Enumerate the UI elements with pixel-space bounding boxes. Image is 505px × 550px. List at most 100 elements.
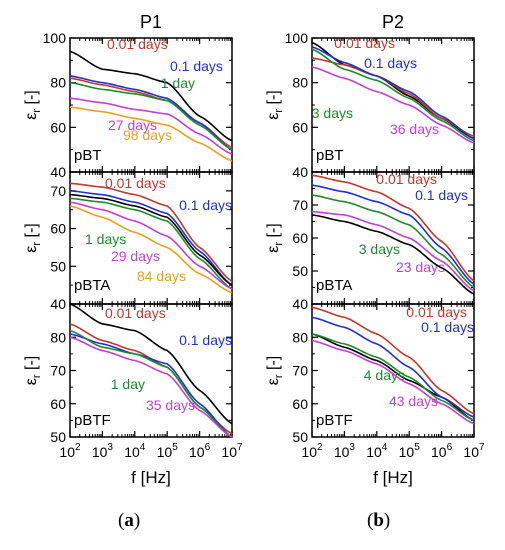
caption-b: (b) — [367, 510, 391, 531]
series-line-35-days — [69, 336, 233, 438]
y-tick-label: 70 — [50, 363, 66, 379]
series-line-reference — [69, 193, 233, 286]
series-line-3-days — [311, 194, 475, 289]
caption-a-letter: a — [124, 510, 134, 531]
series-line-27-days — [69, 97, 233, 155]
y-axis-label: εr [-] — [265, 356, 285, 385]
y-tick-label: 50 — [50, 429, 66, 445]
series-label: 84 days — [137, 268, 186, 284]
series-label: 0.01 days — [334, 35, 395, 51]
y-tick-label: 100 — [43, 30, 67, 46]
caption-b-letter: b — [373, 510, 384, 531]
y-tick-label: 60 — [50, 221, 66, 237]
x-tick-label: 106 — [189, 442, 211, 460]
series-line-98-days — [69, 106, 233, 162]
x-tick-label: 104 — [366, 442, 388, 460]
series-label: 0.01 days — [406, 304, 467, 320]
series-label: 1 days — [85, 231, 126, 247]
y-tick-label: 70 — [292, 197, 308, 213]
series-line-0-1-days — [69, 333, 233, 438]
series-line-0-1-days — [69, 75, 233, 151]
x-tick-label: 102 — [301, 442, 323, 460]
panel-p1-pbta: 40 50 60 70 εr [-] 0.01 days 0.1 days 1 days29 … — [23, 171, 233, 312]
y-tick-label: 80 — [50, 329, 66, 345]
y-tick-label: 60 — [292, 230, 308, 246]
series-line-3-days — [311, 48, 475, 142]
x-tick-label: 105 — [157, 442, 179, 460]
y-tick-label: 80 — [292, 329, 308, 345]
series-label: 23 days — [396, 259, 445, 275]
series-label: 0.01 days — [107, 36, 168, 52]
y-tick-label: 60 — [292, 119, 308, 135]
y-tick-label: 40 — [292, 164, 308, 180]
series-line-23-days — [311, 210, 475, 292]
x-tick-label: 107 — [463, 442, 485, 460]
series-label: 0.01 days — [376, 171, 437, 187]
series-line-0-1-days — [69, 190, 233, 286]
y-tick-label: 40 — [292, 296, 308, 312]
x-tick-label: 103 — [92, 442, 114, 460]
series-label: 1 day — [111, 376, 145, 392]
series-label: 1 day — [161, 75, 195, 91]
x-tick-label: 107 — [221, 442, 243, 460]
series-label: 4 days — [364, 367, 405, 383]
x-tick-label: 104 — [124, 442, 146, 460]
caption-a: (a) — [118, 510, 141, 531]
y-tick-label: 70 — [50, 183, 66, 199]
panel-p2-pbt: 40 60 80 100 εr [-] P2 0.01 days 0.1 days 3 days… — [265, 12, 475, 180]
x-axis-label: f [Hz] — [373, 468, 413, 487]
series-line-1-days — [69, 197, 233, 290]
y-tick-label: 40 — [50, 164, 66, 180]
y-axis-label: εr [-] — [265, 223, 285, 252]
series-label: 43 days — [389, 393, 438, 409]
series-line-29-days — [69, 201, 233, 290]
series-line-36-days — [311, 66, 475, 144]
series-label: 36 days — [390, 121, 439, 137]
y-tick-label: 50 — [50, 258, 66, 274]
y-axis-label: εr [-] — [265, 90, 285, 119]
y-tick-label: 60 — [292, 396, 308, 412]
panel-label: pBT — [316, 147, 344, 164]
series-line-43-days — [311, 339, 475, 425]
series-line-reference — [69, 303, 233, 425]
series-label: 3 days — [312, 105, 353, 121]
series-label: 0.1 days — [170, 58, 223, 74]
panel-label: pBTA — [74, 277, 110, 294]
x-tick-label: 103 — [334, 442, 356, 460]
series-label: 3 days — [359, 241, 400, 257]
series-line-0-01-days — [311, 57, 475, 138]
series-label: 0.1 days — [364, 55, 417, 71]
panel-label: pBT — [74, 147, 102, 164]
x-tick-label: 106 — [431, 442, 453, 460]
column-title: P2 — [382, 12, 404, 32]
series-label: 0.01 days — [105, 305, 166, 321]
y-tick-label: 50 — [292, 263, 308, 279]
series-label: 0.1 days — [179, 197, 232, 213]
series-line-reference — [311, 214, 475, 295]
series-label: 98 days — [123, 127, 172, 143]
series-line-4-days — [311, 333, 475, 422]
series-line-1-day — [69, 81, 233, 151]
x-tick-label: 102 — [59, 442, 81, 460]
series-label: 35 days — [146, 397, 195, 413]
series-line-0-01-days — [311, 306, 475, 415]
series-line-reference — [69, 50, 233, 142]
y-axis-label: εr [-] — [23, 356, 43, 385]
panel-label: pBTA — [316, 277, 352, 294]
series-label: 29 days — [111, 248, 160, 264]
series-line-1-day — [69, 329, 233, 438]
column-title: P1 — [140, 12, 162, 32]
y-tick-label: 50 — [292, 429, 308, 445]
series-line-0-1-days — [311, 184, 475, 285]
series-line-0-1-days — [311, 46, 475, 140]
y-tick-label: 80 — [50, 75, 66, 91]
panel-label: pBTF — [316, 412, 353, 429]
y-tick-label: 60 — [50, 119, 66, 135]
series-line-0-01-days — [311, 174, 475, 282]
y-tick-label: 100 — [285, 30, 309, 46]
series-label: 0.01 days — [105, 175, 166, 191]
